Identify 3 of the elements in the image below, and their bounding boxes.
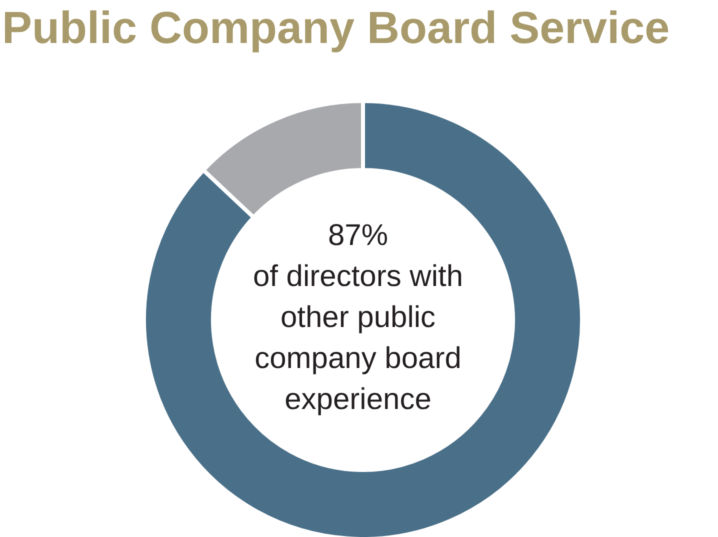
data-label: 87% — [326, 218, 390, 254]
text: of directors with other public company board experience — [252, 259, 464, 418]
chart-title: Public Company Board Service — [2, 1, 670, 55]
